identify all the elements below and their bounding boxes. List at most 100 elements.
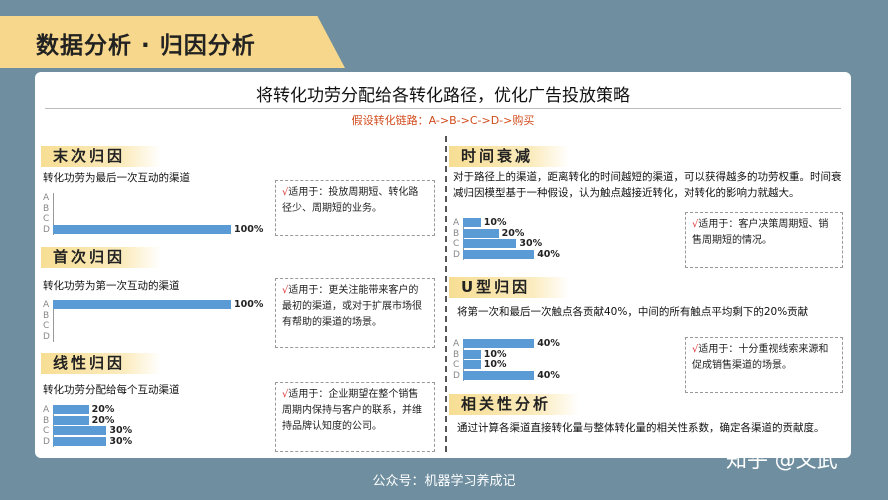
value-label: 40% — [537, 338, 560, 349]
category-label: A — [453, 218, 460, 228]
value-label: 40% — [537, 369, 560, 381]
chart-row: D 30% — [43, 436, 271, 447]
value-label: 30% — [109, 425, 133, 436]
note-text: 适用于：十分重视线索来源和促成销售渠道的场景。 — [692, 344, 829, 371]
note-text: 适用于：投放周期短、转化路径少、周期短的业务。 — [282, 187, 419, 214]
check-icon: √ — [692, 219, 699, 230]
chart-row: A 40% — [453, 338, 681, 349]
subtitle: 将转化功劳分配给各转化路径，优化广告投放策略 — [256, 86, 630, 106]
bar — [53, 405, 89, 414]
value-label: 100% — [234, 223, 264, 235]
bar — [53, 415, 89, 425]
bar — [463, 360, 481, 369]
category-label: D — [43, 331, 50, 342]
bar — [463, 239, 517, 248]
section-desc-correlation: 通过计算各渠道直接转化量与整体转化量的相关性系数，确定各渠道的贡献度。 — [457, 422, 825, 434]
chart-linear: A 20% B 20% C 30% D 30% — [43, 404, 271, 447]
bar — [463, 370, 535, 380]
category-label: C — [453, 239, 460, 249]
chart-row: C 10% — [453, 359, 681, 370]
note-linear: √适用于：企业期望在整个销售周期内保持与客户的联系，并维持品牌认知度的公司。 — [275, 382, 435, 452]
chart-first-touch: A 100% B C D — [43, 299, 271, 342]
value-label: 100% — [234, 299, 264, 310]
category-label: D — [453, 249, 460, 260]
bar — [53, 426, 107, 435]
category-label: B — [453, 349, 460, 360]
value-label: 10% — [483, 348, 507, 360]
footer-source: 公众号：机器学习养成记 — [372, 474, 516, 489]
note-last-touch: √适用于：投放周期短、转化路径少、周期短的业务。 — [275, 180, 435, 236]
chart-row: B — [43, 204, 271, 214]
content-card: 将转化功劳分配给各转化路径，优化广告投放策略 假设转化链路：A->B->C->D… — [35, 72, 851, 458]
column-divider — [445, 136, 447, 452]
check-icon: √ — [692, 344, 699, 355]
value-label: 40% — [537, 248, 560, 260]
note-u-shape: √适用于：十分重视线索来源和促成销售渠道的场景。 — [685, 337, 843, 393]
bar — [53, 300, 231, 309]
bar — [53, 436, 107, 446]
category-label: B — [43, 310, 50, 321]
value-label: 20% — [501, 227, 525, 239]
note-text: 适用于：客户决策周期短、销售周期短的情况。 — [692, 219, 829, 246]
section-title-last-touch: 末次归因 — [41, 146, 161, 167]
chart-row: B — [43, 311, 271, 321]
category-label: A — [43, 405, 50, 415]
chart-row: A 10% — [453, 217, 681, 228]
chart-row: B 20% — [453, 227, 681, 239]
chart-row: B 10% — [453, 348, 681, 360]
section-desc-first-touch: 转化功劳为第一次互动的渠道 — [43, 280, 180, 292]
subtitle-divider — [45, 108, 841, 109]
chart-row: D 40% — [453, 248, 681, 260]
category-label: C — [453, 360, 460, 370]
chart-row: C 30% — [453, 238, 681, 249]
chart-u-shape: A 40% B 10% C 10% D 40% — [453, 338, 681, 381]
bar — [463, 249, 535, 259]
watermark: 知乎 @文武 — [726, 448, 838, 472]
note-first-touch: √适用于：更关注能带来客户的最初的渠道，或对于扩展市场很有帮助的渠道的场景。 — [275, 278, 435, 348]
category-label: D — [43, 224, 50, 235]
chart-row: A 20% — [43, 404, 271, 415]
value-label: 10% — [483, 217, 507, 228]
bar — [463, 228, 499, 238]
chart-last-touch: A B C D 100% — [43, 193, 271, 235]
note-time-decay: √适用于：客户决策周期短、销售周期短的情况。 — [685, 212, 843, 268]
note-text: 适用于：企业期望在整个销售周期内保持与客户的联系，并维持品牌认知度的公司。 — [282, 389, 422, 432]
section-title-time-decay: 时间衰减 — [449, 146, 569, 167]
note-text: 适用于：更关注能带来客户的最初的渠道，或对于扩展市场很有帮助的渠道的场景。 — [282, 285, 422, 328]
chart-axis — [53, 193, 54, 235]
section-title-linear: 线性归因 — [41, 353, 161, 374]
bar — [463, 339, 535, 348]
chart-row: C — [43, 321, 271, 331]
category-label: C — [43, 426, 50, 436]
page-title: 数据分析 · 归因分析 — [36, 33, 256, 59]
category-label: B — [43, 415, 50, 426]
category-label: A — [453, 339, 460, 349]
category-label: C — [43, 214, 50, 224]
category-label: D — [43, 436, 50, 447]
chart-row: D 40% — [453, 369, 681, 381]
chart-row: B 20% — [43, 415, 271, 426]
value-label: 10% — [483, 359, 507, 370]
section-desc-time-decay: 对于路径上的渠道，距离转化的时间越短的渠道，可以获得越多的功劳权重。时间衰减归因… — [453, 171, 842, 199]
category-label: D — [453, 370, 460, 381]
chart-time-decay: A 10% B 20% C 30% D 40% — [453, 217, 681, 260]
category-label: B — [453, 228, 460, 239]
section-title-first-touch: 首次归因 — [41, 247, 161, 268]
category-label: B — [43, 203, 50, 214]
bar — [463, 218, 481, 227]
bar — [463, 349, 481, 359]
section-desc-linear: 转化功劳分配给每个互动渠道 — [43, 384, 180, 396]
section-title-u-shape: U型归因 — [449, 277, 569, 298]
check-icon: √ — [282, 285, 289, 296]
category-label: A — [43, 300, 50, 310]
section-title-correlation: 相关性分析 — [449, 394, 579, 415]
check-icon: √ — [282, 389, 289, 400]
header-band — [0, 16, 345, 68]
chart-row: D 100% — [43, 223, 271, 235]
chart-row: A 100% — [43, 299, 271, 310]
chart-row: A — [43, 193, 271, 203]
section-desc-last-touch: 转化功劳为最后一次互动的渠道 — [43, 172, 190, 184]
bar — [53, 224, 231, 234]
category-label: C — [43, 321, 50, 331]
conversion-chain: 假设转化链路：A->B->C->D->购买 — [351, 114, 535, 127]
